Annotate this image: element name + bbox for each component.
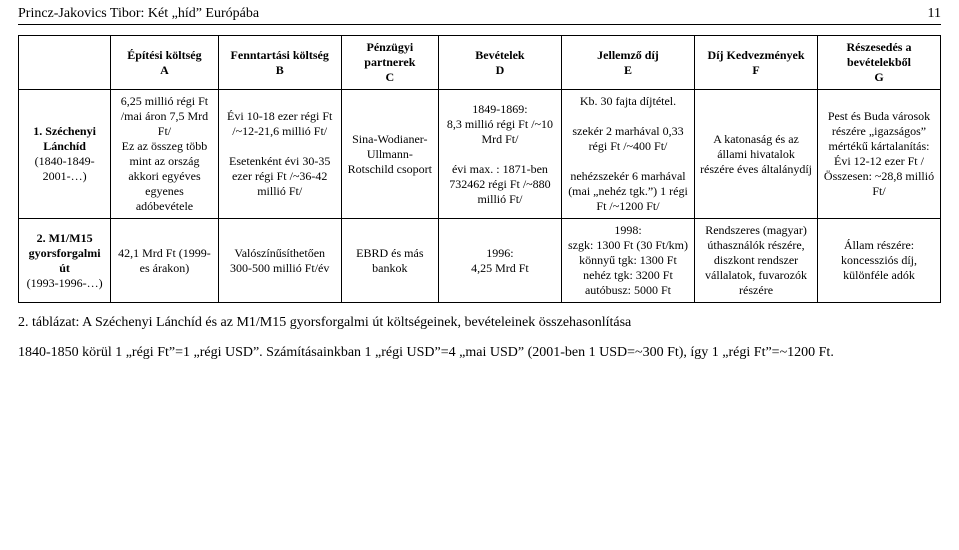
table-row: 2. M1/M15 gyorsforgalmi út (1993-1996-…)… bbox=[19, 219, 941, 303]
col-header-B: Fenntartási költségB bbox=[218, 36, 341, 90]
row-label-2-bold: 2. M1/M15 gyorsforgalmi út bbox=[29, 231, 101, 275]
row-label-1-rest: (1840-1849-2001-…) bbox=[35, 154, 95, 183]
cell-1-G: Pest és Buda városok részére „igazságos”… bbox=[818, 90, 941, 219]
cell-2-F: Rendszeres (magyar) úthasználók részére,… bbox=[695, 219, 818, 303]
col-header-E: Jellemző díjE bbox=[561, 36, 694, 90]
table-caption: 2. táblázat: A Széchenyi Lánchíd és az M… bbox=[18, 315, 941, 331]
cell-2-E: 1998:szgk: 1300 Ft (30 Ft/km) könnyű tgk… bbox=[561, 219, 694, 303]
cell-1-F: A katonaság és az állami hivatalok részé… bbox=[695, 90, 818, 219]
col-header-A: Építési költségA bbox=[111, 36, 219, 90]
cell-2-A: 42,1 Mrd Ft (1999-es árakon) bbox=[111, 219, 219, 303]
cell-1-E: Kb. 30 fajta díjtétel.szekér 2 marhával … bbox=[561, 90, 694, 219]
row-label-2-rest: (1993-1996-…) bbox=[27, 276, 103, 290]
page-header: Princz-Jakovics Tibor: Két „híd” Európáb… bbox=[18, 6, 941, 25]
header-title: Princz-Jakovics Tibor: Két „híd” Európáb… bbox=[18, 6, 259, 22]
col-header-G: Részesedés a bevételekbőlG bbox=[818, 36, 941, 90]
col-header-D: BevételekD bbox=[438, 36, 561, 90]
cell-1-C: Sina-Wodianer-Ullmann-Rotschild csoport bbox=[341, 90, 438, 219]
col-header-C: Pénzügyi partnerekC bbox=[341, 36, 438, 90]
cell-1-B: Évi 10-18 ezer régi Ft /~12-21,6 millió … bbox=[218, 90, 341, 219]
col-header-empty bbox=[19, 36, 111, 90]
cell-2-C: EBRD és más bankok bbox=[341, 219, 438, 303]
row-label-1-bold: 1. Széchenyi Lánchíd bbox=[33, 124, 96, 153]
cell-2-D: 1996:4,25 Mrd Ft bbox=[438, 219, 561, 303]
table-row: 1. Széchenyi Lánchíd (1840-1849-2001-…) … bbox=[19, 90, 941, 219]
footnote: 1840-1850 körül 1 „régi Ft”=1 „régi USD”… bbox=[18, 345, 941, 361]
row-label-2: 2. M1/M15 gyorsforgalmi út (1993-1996-…) bbox=[19, 219, 111, 303]
cell-1-A: 6,25 millió régi Ft /mai áron 7,5 Mrd Ft… bbox=[111, 90, 219, 219]
cell-2-B: Valószínűsíthetően 300-500 millió Ft/év bbox=[218, 219, 341, 303]
table-header-row: Építési költségA Fenntartási költségB Pé… bbox=[19, 36, 941, 90]
col-header-F: Díj KedvezményekF bbox=[695, 36, 818, 90]
comparison-table: Építési költségA Fenntartási költségB Pé… bbox=[18, 35, 941, 303]
cell-1-D: 1849-1869:8,3 millió régi Ft /~10 Mrd Ft… bbox=[438, 90, 561, 219]
row-label-1: 1. Széchenyi Lánchíd (1840-1849-2001-…) bbox=[19, 90, 111, 219]
page-number: 11 bbox=[928, 6, 941, 22]
cell-2-G: Állam részére: koncessziós díj, különfél… bbox=[818, 219, 941, 303]
